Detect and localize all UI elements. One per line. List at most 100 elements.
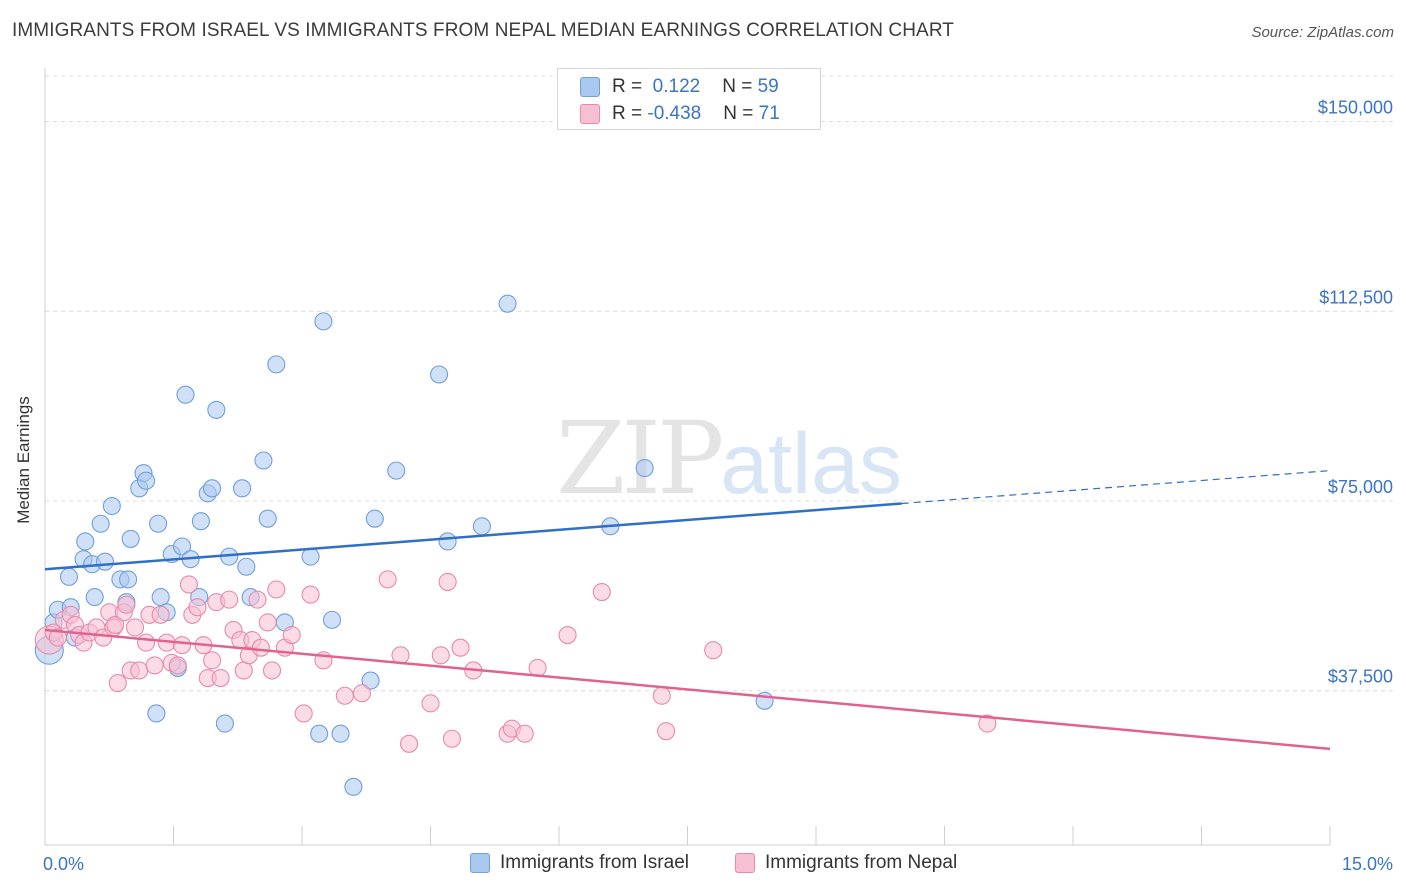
point-israel	[301, 547, 320, 566]
tick-labels: $37,500 $75,000 $112,500 $150,000 0.0% 15.0%	[43, 98, 1393, 874]
n-value: 59	[757, 76, 779, 97]
point-israel	[85, 588, 104, 607]
trend-lines	[44, 470, 1331, 751]
legend-label-israel: Immigrants from Israel	[500, 852, 689, 873]
point-nepal	[652, 686, 671, 705]
stats-legend: R = 0.122 N = 59 R = -0.438 N = 71	[557, 68, 821, 130]
point-israel	[203, 479, 222, 498]
point-nepal	[234, 661, 253, 680]
point-nepal	[137, 633, 156, 652]
point-israel	[232, 479, 252, 498]
y-tick-label: $75,000	[1328, 477, 1393, 497]
legend-swatch-israel	[470, 853, 490, 873]
point-nepal	[117, 595, 136, 614]
point-nepal	[431, 646, 450, 665]
point-israel	[258, 509, 277, 528]
point-israel	[59, 567, 79, 586]
trend-line-nepal	[44, 628, 1331, 751]
point-israel	[176, 385, 195, 404]
point-israel	[361, 671, 380, 690]
point-israel	[387, 461, 406, 480]
x-tick-label-max: 15.0%	[1342, 854, 1393, 874]
trend-line-israel-extension	[901, 470, 1331, 505]
point-nepal	[151, 605, 170, 624]
point-nepal	[173, 636, 192, 655]
trend-line-israel	[44, 502, 902, 571]
point-nepal	[421, 694, 440, 713]
stats-swatch-nepal	[580, 104, 600, 124]
point-nepal	[592, 582, 611, 602]
point-nepal	[211, 668, 230, 688]
point-nepal	[267, 580, 286, 599]
point-israel	[267, 355, 286, 374]
stats-row-nepal: R = -0.438 N = 71	[580, 100, 780, 128]
point-nepal	[262, 661, 282, 680]
point-nepal	[704, 641, 723, 660]
point-nepal	[108, 674, 127, 693]
watermark: ZIPatlas	[556, 400, 902, 517]
y-tick-label: $112,500	[1319, 287, 1393, 307]
x-tick-label-min: 0.0%	[43, 854, 84, 874]
y-tick-label: $37,500	[1328, 667, 1393, 687]
stats-row-israel: R = 0.122 N = 59	[580, 73, 779, 101]
point-nepal	[352, 684, 372, 703]
n-value: 71	[758, 103, 780, 124]
r-label: R =	[612, 103, 648, 124]
series-israel-points	[34, 294, 774, 796]
point-israel	[310, 724, 329, 743]
r-label: R =	[612, 76, 648, 97]
stats-swatch-israel	[580, 77, 600, 97]
point-nepal	[335, 686, 354, 705]
series-nepal-points	[34, 570, 997, 753]
point-israel	[173, 537, 192, 556]
point-israel	[91, 514, 110, 533]
axes	[44, 68, 1331, 846]
point-nepal	[220, 590, 239, 609]
point-israel	[344, 777, 363, 796]
watermark-zip: ZIP	[556, 400, 724, 517]
legend-swatch-nepal	[735, 853, 755, 873]
y-tick-label: $150,000	[1318, 98, 1393, 118]
r-value: 0.122	[647, 76, 701, 97]
point-nepal	[106, 615, 125, 634]
n-label: N =	[723, 103, 759, 124]
point-nepal	[294, 704, 313, 723]
point-nepal	[48, 628, 67, 647]
point-israel	[498, 294, 517, 313]
r-value: -0.438	[647, 103, 702, 124]
point-israel	[635, 459, 654, 478]
point-israel	[149, 514, 168, 533]
point-israel	[95, 552, 115, 571]
point-nepal	[558, 625, 577, 645]
point-israel	[254, 451, 273, 470]
n-label: N =	[722, 76, 758, 97]
point-israel	[121, 529, 140, 548]
point-israel	[314, 312, 333, 331]
point-nepal	[442, 729, 461, 748]
point-nepal	[438, 572, 457, 591]
point-nepal	[145, 656, 164, 675]
point-nepal	[251, 638, 270, 657]
point-nepal	[282, 625, 301, 645]
point-nepal	[515, 724, 534, 743]
point-nepal	[301, 585, 320, 604]
point-israel	[331, 724, 350, 743]
legend-item-nepal: Immigrants from Nepal	[735, 852, 957, 874]
point-nepal	[451, 638, 470, 657]
point-nepal	[125, 618, 144, 637]
point-israel	[215, 714, 234, 733]
point-israel	[430, 365, 449, 384]
point-nepal	[657, 722, 676, 741]
point-israel	[102, 496, 121, 516]
point-nepal	[168, 656, 187, 675]
point-israel	[438, 532, 457, 551]
chart-title: IMMIGRANTS FROM ISRAEL VS IMMIGRANTS FRO…	[12, 20, 955, 41]
point-israel	[147, 704, 166, 723]
point-israel	[191, 512, 210, 531]
point-nepal	[978, 714, 997, 733]
point-nepal	[130, 661, 149, 680]
point-israel	[119, 570, 138, 589]
point-nepal	[400, 734, 419, 753]
point-nepal	[378, 570, 397, 589]
